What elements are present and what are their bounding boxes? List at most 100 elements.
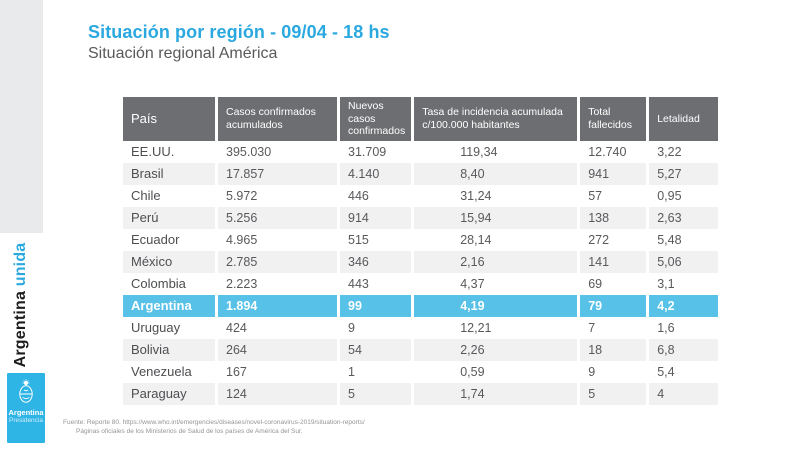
table-cell: 119,34 (414, 140, 578, 163)
presidencia-logo: Argentina Presidencia (7, 373, 45, 443)
table-cell: 1,74 (414, 382, 578, 405)
table-cell: 272 (580, 228, 647, 251)
table-cell: 141 (580, 250, 647, 273)
table-cell: 5.972 (218, 184, 337, 207)
table-cell: 446 (340, 184, 412, 207)
table-cell: 0,95 (649, 184, 719, 207)
column-header: País (123, 97, 215, 141)
table-cell: 5 (340, 382, 412, 405)
table-cell: 7 (580, 316, 647, 339)
country-cell: Bolivia (123, 338, 215, 361)
table-cell: 3,22 (649, 140, 719, 163)
country-cell: Argentina (123, 294, 215, 317)
table-cell: 5,27 (649, 162, 719, 185)
table-cell: 5.256 (218, 206, 337, 229)
table-cell: 9 (580, 360, 647, 383)
table-cell: 1.894 (218, 294, 337, 317)
table-cell: 264 (218, 338, 337, 361)
table-cell: 99 (340, 294, 412, 317)
table-cell: 2,26 (414, 338, 578, 361)
table-body: EE.UU. 395.030 31.709 119,34 12.740 3,22 Brasi… (123, 140, 719, 405)
source-line-2: Páginas oficiales de los Ministerios de … (76, 427, 303, 435)
table-cell: 2,16 (414, 250, 578, 273)
country-cell: Ecuador (123, 228, 215, 251)
country-cell: Colombia (123, 272, 215, 295)
table-row: Uruguay 424 9 12,21 7 1,6 (123, 316, 719, 339)
table-cell: 8,40 (414, 162, 578, 185)
table-cell: 5 (580, 382, 647, 405)
table-cell: 443 (340, 272, 412, 295)
column-header: Letalidad (649, 97, 719, 141)
table-cell: 5,4 (649, 360, 719, 383)
country-cell: Venezuela (123, 360, 215, 383)
table-cell: 17.857 (218, 162, 337, 185)
column-header: Total fallecidos (580, 97, 647, 141)
table-cell: 5,06 (649, 250, 719, 273)
column-header: Tasa de incidencia acumulada c/100.000 h… (414, 97, 578, 141)
left-rail (0, 0, 43, 233)
table-row: Colombia 2.223 443 4,37 69 3,1 (123, 272, 719, 295)
table-row: Chile 5.972 446 31,24 57 0,95 (123, 184, 719, 207)
logo-label-argentina: Argentina (8, 408, 44, 417)
table-cell: 31.709 (340, 140, 412, 163)
table-cell: 124 (218, 382, 337, 405)
region-table-container: País Casos confirmados acumulados Nuevos c… (120, 97, 721, 405)
table-cell: 4.140 (340, 162, 412, 185)
table-row: Brasil 17.857 4.140 8,40 941 5,27 (123, 162, 719, 185)
country-cell: EE.UU. (123, 140, 215, 163)
source-note: Fuente: Reporte 80. https://www.who.int/… (63, 419, 365, 436)
table-row: Perú 5.256 914 15,94 138 2,63 (123, 206, 719, 229)
page-subtitle: Situación regional América (88, 45, 278, 62)
table-cell: 12.740 (580, 140, 647, 163)
table-cell: 2.223 (218, 272, 337, 295)
table-cell: 28,14 (414, 228, 578, 251)
table-cell: 4.965 (218, 228, 337, 251)
country-cell: Chile (123, 184, 215, 207)
table-cell: 2,63 (649, 206, 719, 229)
column-header: Casos confirmados acumulados (218, 97, 337, 141)
table-cell: 395.030 (218, 140, 337, 163)
country-cell: México (123, 250, 215, 273)
table-cell: 54 (340, 338, 412, 361)
table-row: Paraguay 124 5 1,74 5 4 (123, 382, 719, 405)
country-cell: Paraguay (123, 382, 215, 405)
table-row: México 2.785 346 2,16 141 5,06 (123, 250, 719, 273)
coat-of-arms-icon (16, 379, 36, 405)
table-cell: 5,48 (649, 228, 719, 251)
table-cell: 69 (580, 272, 647, 295)
table-cell: 15,94 (414, 206, 578, 229)
region-table: País Casos confirmados acumulados Nuevos c… (120, 97, 721, 405)
table-cell: 9 (340, 316, 412, 339)
table-cell: 3,1 (649, 272, 719, 295)
table-header-row: País Casos confirmados acumulados Nuevos c… (123, 97, 719, 141)
page-title: Situación por región - 09/04 - 18 hs (88, 22, 390, 42)
table-cell: 167 (218, 360, 337, 383)
table-cell: 941 (580, 162, 647, 185)
source-line-1: Fuente: Reporte 80. https://www.who.int/… (63, 419, 365, 426)
country-cell: Brasil (123, 162, 215, 185)
table-cell: 2.785 (218, 250, 337, 273)
table-cell: 424 (218, 316, 337, 339)
table-cell: 4,19 (414, 294, 578, 317)
table-cell: 6,8 (649, 338, 719, 361)
table-cell: 18 (580, 338, 647, 361)
table-row: Venezuela 167 1 0,59 9 5,4 (123, 360, 719, 383)
table-cell: 4,37 (414, 272, 578, 295)
table-cell: 31,24 (414, 184, 578, 207)
table-cell: 1 (340, 360, 412, 383)
table-cell: 12,21 (414, 316, 578, 339)
column-header: Nuevos casos confirmados (340, 97, 412, 141)
table-cell: 1,6 (649, 316, 719, 339)
table-cell: 346 (340, 250, 412, 273)
table-cell: 515 (340, 228, 412, 251)
table-row: Ecuador 4.965 515 28,14 272 5,48 (123, 228, 719, 251)
table-cell: 4 (649, 382, 719, 405)
table-cell: 4,2 (649, 294, 719, 317)
country-cell: Perú (123, 206, 215, 229)
table-row: EE.UU. 395.030 31.709 119,34 12.740 3,22 (123, 140, 719, 163)
brand-argentina-unida: Argentina unida (12, 234, 32, 376)
table-cell: 914 (340, 206, 412, 229)
table-cell: 79 (580, 294, 647, 317)
table-cell: 0,59 (414, 360, 578, 383)
